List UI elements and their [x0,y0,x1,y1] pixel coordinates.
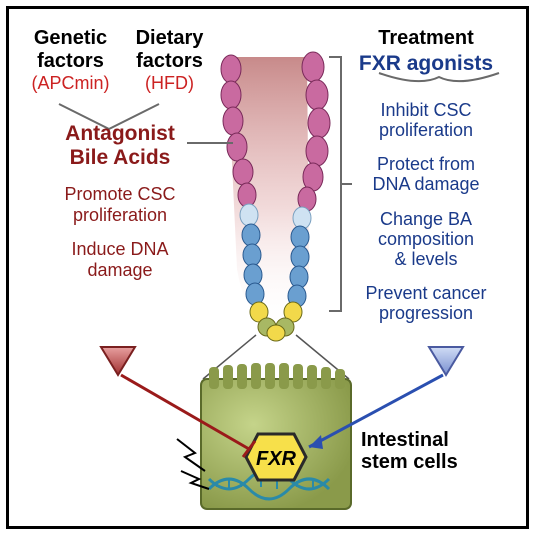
left-column: Genetic factors (APCmin) Dietary factors… [25,27,215,281]
stem-cell-box: FXR [177,363,351,509]
bullet-inhibit: Inhibit CSC proliferation [340,100,512,140]
intestinal-stem-cells-label: Intestinal stem cells [361,429,458,473]
treatment-name: FXR agonists [340,52,512,76]
effect-induce: Induce DNA damage [25,239,215,280]
bullet-prevent: Prevent cancer progression [340,283,512,323]
left-headers: Genetic factors (APCmin) Dietary factors… [25,27,215,94]
antagonist-label: Antagonist Bile Acids [25,122,215,170]
crypt-illustration [221,52,330,341]
figure-frame: FXR Genetic [6,6,529,529]
genetic-factors-header: Genetic factors (APCmin) [25,27,116,94]
effect-promote: Promote CSC proliferation [25,184,215,225]
bullet-change-ba: Change BA composition & levels [340,209,512,269]
treatment-header: Treatment [340,27,512,50]
bullet-protect: Protect from DNA damage [340,154,512,194]
fxr-text: FXR [256,448,297,470]
dietary-factors-header: Dietary factors (HFD) [124,27,215,94]
right-column: Treatment FXR agonists Inhibit CSC proli… [340,27,512,323]
